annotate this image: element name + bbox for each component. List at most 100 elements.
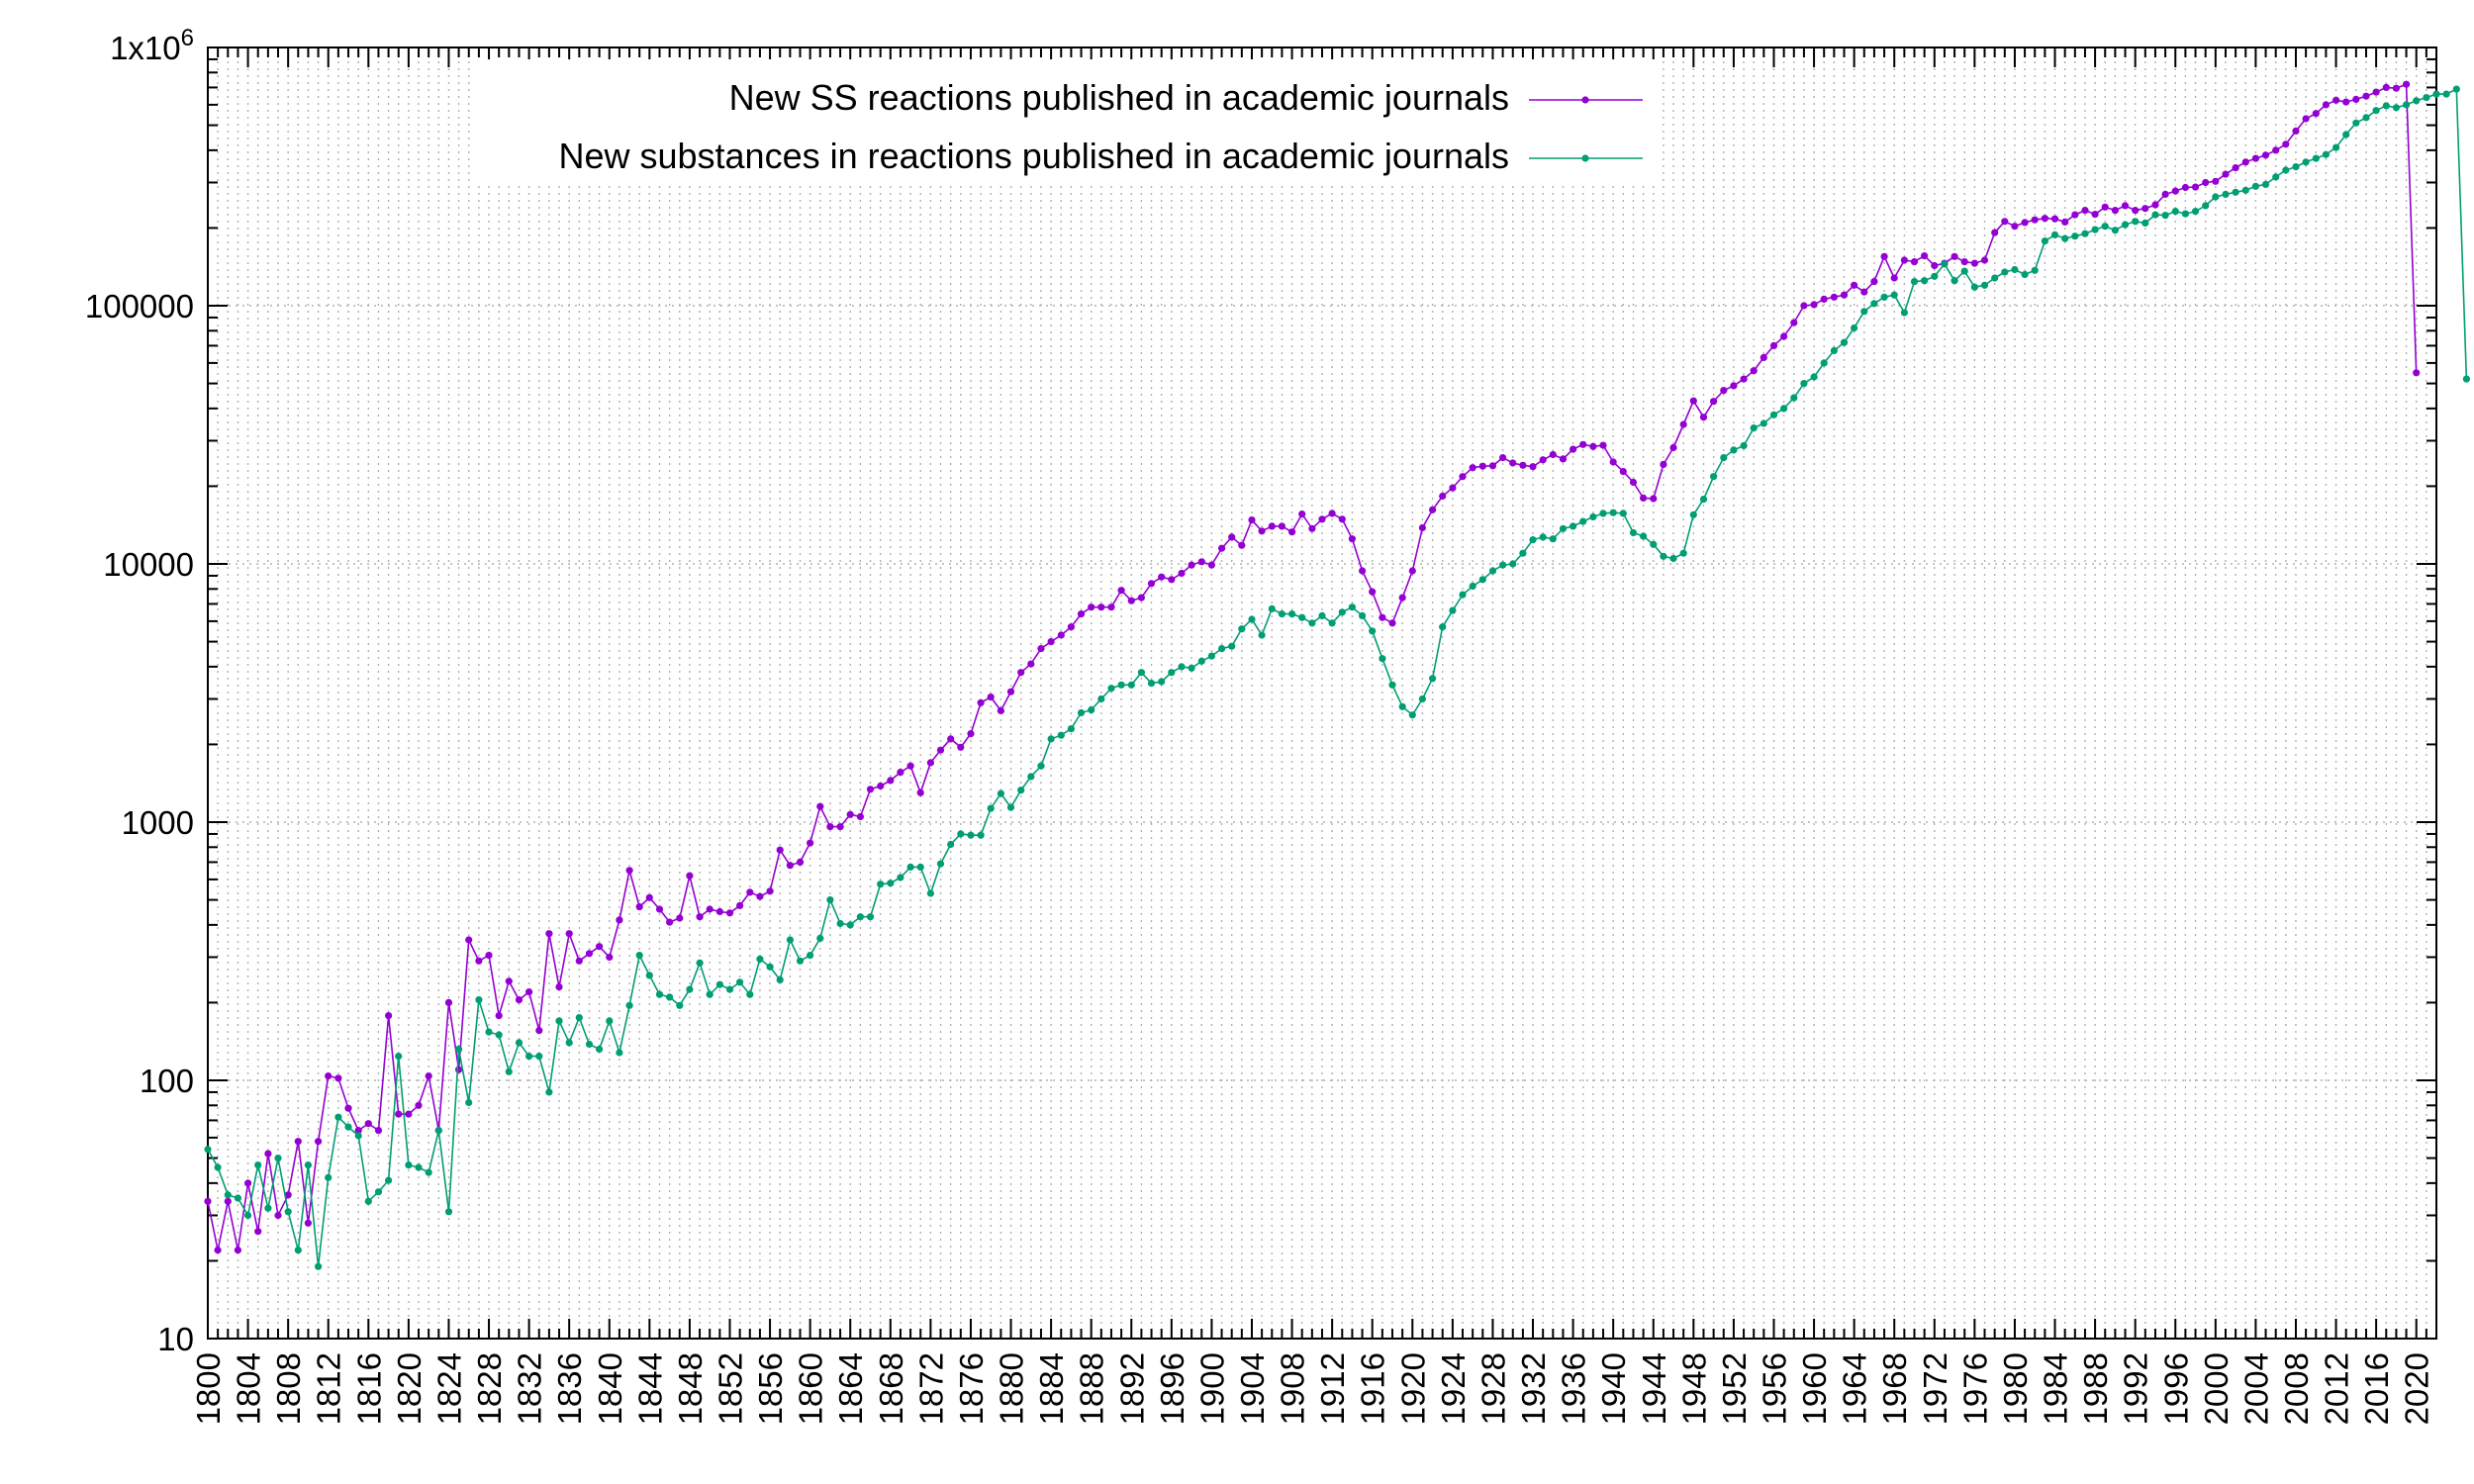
- data-point: [525, 988, 533, 996]
- data-point: [1589, 442, 1597, 450]
- x-tick-label: 1936: [1556, 1352, 1592, 1425]
- data-point: [816, 934, 824, 943]
- data-point: [1469, 464, 1476, 472]
- data-point: [455, 1045, 463, 1054]
- data-point: [2071, 232, 2079, 240]
- data-point: [284, 1208, 292, 1216]
- data-point: [1359, 567, 1367, 575]
- data-point: [1699, 414, 1708, 421]
- data-point: [274, 1155, 282, 1162]
- data-point: [1820, 359, 1828, 367]
- data-point: [294, 1138, 302, 1146]
- data-point: [2272, 173, 2280, 181]
- data-point: [1328, 619, 1336, 627]
- data-point: [1679, 549, 1687, 557]
- data-point: [2241, 158, 2249, 166]
- data-point: [2452, 85, 2460, 93]
- data-point: [224, 1191, 232, 1199]
- data-point: [1469, 582, 1476, 591]
- data-point: [2362, 92, 2370, 100]
- data-point: [1238, 541, 1246, 549]
- data-point: [1408, 567, 1416, 575]
- data-point: [1699, 496, 1708, 504]
- x-tick-label: 1992: [2118, 1352, 2154, 1425]
- data-point: [1740, 441, 1748, 450]
- y-tick-label: 10000: [103, 546, 194, 583]
- data-point: [596, 1045, 604, 1054]
- data-point: [1398, 702, 1406, 710]
- data-point: [1318, 515, 1326, 523]
- data-point: [1991, 274, 1999, 282]
- data-point: [2132, 218, 2140, 226]
- data-point: [2232, 164, 2239, 172]
- data-point: [1408, 711, 1416, 719]
- data-point: [1429, 675, 1437, 683]
- data-point: [1037, 762, 1045, 770]
- data-point: [1127, 597, 1135, 604]
- x-tick-label: 2008: [2278, 1352, 2315, 1425]
- data-point: [606, 1017, 614, 1025]
- data-point: [1921, 277, 1929, 285]
- x-tick-label: 1844: [631, 1352, 668, 1425]
- x-tick-label: 1964: [1837, 1352, 1873, 1425]
- data-point: [866, 913, 875, 921]
- data-point: [2251, 182, 2259, 190]
- data-point: [1870, 278, 1878, 286]
- data-point: [1900, 256, 1908, 264]
- data-point: [405, 1161, 413, 1169]
- data-point: [1910, 278, 1919, 286]
- x-tick-label: 1980: [1997, 1352, 2034, 1425]
- data-point: [2292, 127, 2300, 135]
- data-point: [1640, 494, 1648, 502]
- grid-layer: [208, 47, 2436, 1339]
- data-point: [1679, 420, 1687, 428]
- data-point: [2352, 119, 2360, 127]
- data-point: [2191, 183, 2200, 191]
- data-point: [1529, 463, 1537, 471]
- data-point: [374, 1188, 383, 1196]
- y-tick-label: 100000: [85, 288, 194, 325]
- series-line: [207, 83, 2418, 1251]
- x-tick-label: 1816: [350, 1352, 387, 1425]
- data-point: [916, 788, 924, 796]
- data-point: [1418, 523, 1426, 532]
- data-point: [385, 1012, 393, 1020]
- data-point: [224, 1197, 232, 1205]
- data-point: [1629, 478, 1638, 487]
- data-point: [836, 823, 844, 831]
- data-point: [475, 957, 483, 965]
- data-point: [495, 1031, 503, 1039]
- data-point: [1509, 560, 1517, 568]
- data-point: [776, 975, 784, 984]
- x-tick-label: 1800: [190, 1352, 227, 1425]
- data-point: [706, 905, 714, 913]
- data-point: [2141, 219, 2149, 227]
- data-point: [1549, 535, 1557, 543]
- data-point: [736, 901, 744, 910]
- data-point: [1369, 588, 1377, 596]
- data-point: [616, 1049, 623, 1057]
- data-point: [1851, 324, 1858, 332]
- data-point: [2322, 101, 2330, 109]
- x-tick-label: 1952: [1716, 1352, 1753, 1425]
- data-point: [645, 972, 653, 979]
- data-point: [2462, 375, 2470, 383]
- data-point: [1960, 267, 1968, 275]
- data-point: [555, 983, 563, 991]
- data-point: [1188, 664, 1195, 672]
- data-point: [1488, 462, 1497, 470]
- data-point: [715, 907, 724, 916]
- data-point: [816, 802, 824, 810]
- data-point: [344, 1104, 352, 1112]
- data-point: [1790, 319, 1798, 326]
- data-point: [1529, 536, 1537, 544]
- data-point: [1970, 259, 1978, 267]
- data-point: [1228, 642, 1236, 650]
- data-point: [2392, 104, 2400, 112]
- data-point: [866, 786, 875, 793]
- data-point: [1288, 528, 1296, 536]
- data-point: [1559, 524, 1568, 532]
- data-point: [1830, 346, 1838, 354]
- data-point: [1268, 522, 1276, 530]
- legend-sample-point: [1581, 96, 1589, 104]
